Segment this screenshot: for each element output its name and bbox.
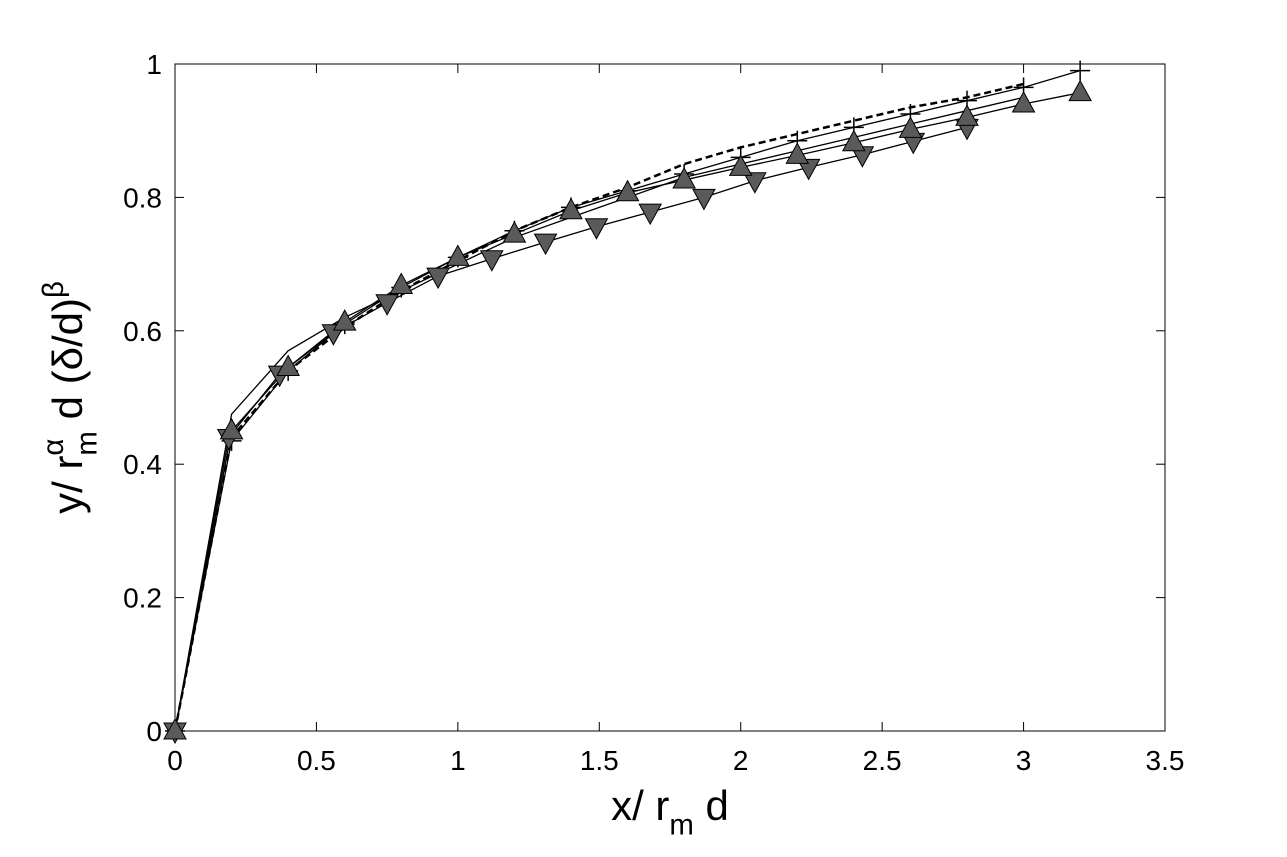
marker bbox=[955, 104, 979, 126]
x-tick-label: 3 bbox=[1016, 745, 1032, 776]
x-tick-label: 1.5 bbox=[580, 745, 619, 776]
y-axis-label-part: m bbox=[71, 431, 104, 455]
marker bbox=[692, 188, 716, 211]
marker bbox=[219, 417, 244, 440]
y-axis-label-part: α bbox=[37, 439, 70, 456]
x-tick-label: 2.5 bbox=[863, 745, 902, 776]
marker bbox=[728, 154, 753, 176]
marker bbox=[426, 267, 450, 290]
marker bbox=[796, 158, 821, 181]
y-tick-label: 1 bbox=[146, 49, 162, 80]
y-axis-label-part: d (δ/d) bbox=[44, 298, 91, 431]
y-axis-label: y/ rmα d (δ/d)β bbox=[37, 281, 104, 514]
y-tick-label: 0.4 bbox=[123, 449, 162, 480]
y-axis-label-part: β bbox=[37, 281, 70, 298]
x-tick-label: 1 bbox=[450, 745, 466, 776]
marker bbox=[743, 172, 767, 194]
marker bbox=[638, 203, 663, 226]
plot-area bbox=[174, 63, 1166, 732]
x-tick-label: 0 bbox=[167, 745, 183, 776]
marker bbox=[276, 354, 300, 376]
y-axis-label-part: y/ r bbox=[44, 456, 91, 514]
x-axis-label-part: d bbox=[694, 782, 729, 829]
marker bbox=[502, 221, 527, 243]
marker bbox=[1011, 90, 1036, 113]
marker bbox=[446, 244, 470, 266]
marker bbox=[584, 218, 609, 240]
marker bbox=[842, 129, 866, 152]
y-tick-label: 0.6 bbox=[123, 316, 162, 347]
y-tick-label: 0 bbox=[146, 716, 162, 747]
x-axis-label-part: x/ r bbox=[611, 782, 669, 829]
marker bbox=[898, 116, 923, 138]
x-tick-label: 3.5 bbox=[1146, 745, 1185, 776]
x-tick-label: 0.5 bbox=[297, 745, 336, 776]
marker bbox=[479, 250, 504, 272]
marker bbox=[375, 294, 399, 316]
x-axis-label-part: m bbox=[669, 809, 693, 842]
marker bbox=[785, 142, 810, 164]
x-tick-label: 2 bbox=[733, 745, 749, 776]
marker bbox=[533, 233, 558, 256]
marker bbox=[615, 179, 640, 202]
y-tick-label: 0.8 bbox=[123, 182, 162, 213]
marker bbox=[1068, 79, 1092, 102]
marker bbox=[389, 272, 414, 294]
marker bbox=[332, 309, 357, 331]
marker bbox=[559, 197, 583, 220]
y-tick-label: 0.2 bbox=[123, 583, 162, 614]
series-line bbox=[174, 96, 1024, 732]
marker bbox=[1070, 60, 1091, 81]
marker bbox=[672, 167, 696, 189]
marker bbox=[163, 717, 187, 740]
series-line bbox=[173, 82, 1024, 732]
